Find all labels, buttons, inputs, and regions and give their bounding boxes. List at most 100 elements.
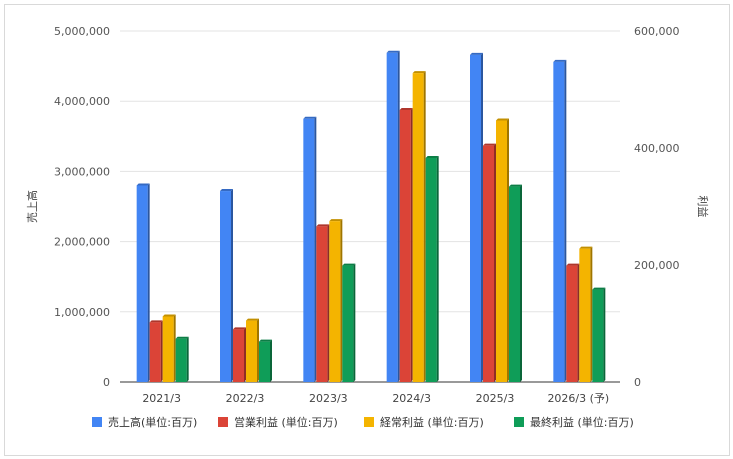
- x-tick-label: 2025/3: [476, 392, 515, 405]
- x-tick-label: 2021/3: [142, 392, 181, 405]
- y-left-tick-label: 1,000,000: [54, 306, 110, 319]
- y-left-tick-label: 5,000,000: [54, 25, 110, 38]
- bar-side: [423, 71, 426, 383]
- legend-swatch: [364, 417, 374, 427]
- bar-top: [483, 143, 496, 146]
- bar-side: [410, 107, 413, 382]
- bar-side: [397, 50, 400, 383]
- bar-top: [496, 118, 509, 121]
- bar-top: [175, 336, 189, 339]
- bar: [399, 109, 411, 382]
- bar: [470, 54, 481, 382]
- y-left-tick-label: 3,000,000: [54, 165, 110, 178]
- bar-side: [160, 320, 163, 382]
- y-left-tick-label: 0: [103, 376, 110, 389]
- bar: [259, 341, 270, 382]
- bar-side: [436, 155, 439, 382]
- bar-side: [507, 118, 509, 382]
- x-tick-label: 2022/3: [226, 392, 265, 405]
- bar-top: [342, 263, 356, 266]
- bar: [412, 73, 424, 383]
- bar-top: [399, 107, 413, 110]
- legend-label: 売上高(単位:百万): [108, 415, 197, 429]
- bar: [553, 61, 565, 382]
- bar: [136, 185, 148, 382]
- bar-side: [340, 219, 343, 382]
- bar-side: [520, 184, 522, 382]
- bar: [483, 145, 494, 382]
- bar-top: [425, 155, 439, 158]
- bar-top: [412, 71, 426, 74]
- bar: [220, 191, 231, 382]
- x-tick-label: 2026/3 (予): [547, 392, 609, 405]
- bar: [149, 322, 161, 382]
- bar-side: [353, 263, 356, 382]
- bar-top: [509, 184, 522, 187]
- x-tick-label: 2024/3: [392, 392, 431, 405]
- bar-side: [564, 59, 567, 382]
- legend-swatch: [92, 417, 102, 427]
- bar: [592, 289, 604, 382]
- bar-top: [470, 52, 483, 55]
- y-left-tick-label: 2,000,000: [54, 236, 110, 249]
- bar-top: [233, 327, 246, 330]
- y-right-tick-label: 0: [634, 376, 641, 389]
- bar-top: [592, 287, 606, 290]
- y-right-tick-label: 400,000: [634, 142, 680, 155]
- bar-side: [231, 189, 233, 382]
- chart-frame: [4, 4, 730, 456]
- y-right-tick-label: 200,000: [634, 259, 680, 272]
- y-right-tick-label: 600,000: [634, 25, 680, 38]
- bar: [303, 118, 315, 382]
- bar-side: [244, 327, 246, 382]
- bar-side: [494, 143, 496, 382]
- bar: [566, 265, 578, 382]
- bar-side: [147, 183, 150, 382]
- legend-label: 営業利益 (単位:百万): [234, 415, 338, 429]
- legend-label: 経常利益 (単位:百万): [380, 415, 484, 429]
- bar: [329, 221, 341, 382]
- x-tick-label: 2023/3: [309, 392, 348, 405]
- bar-top: [553, 59, 567, 62]
- bar-top: [162, 314, 176, 317]
- legend-label: 最終利益 (単位:百万): [530, 415, 634, 429]
- bar-top: [566, 263, 580, 266]
- bar: [233, 329, 244, 382]
- bar-side: [481, 52, 483, 382]
- bar: [579, 248, 591, 382]
- bar: [246, 320, 257, 382]
- bar: [162, 316, 174, 382]
- bar-side: [270, 339, 272, 382]
- bar-top: [316, 224, 330, 227]
- bar-side: [603, 287, 606, 382]
- bar-top: [329, 219, 343, 222]
- bar-top: [579, 246, 593, 249]
- bar: [342, 265, 354, 382]
- bar-side: [257, 318, 259, 382]
- y-left-tick-label: 4,000,000: [54, 95, 110, 108]
- bar-top: [303, 116, 317, 119]
- bar-top: [386, 50, 400, 53]
- bar-top: [149, 320, 163, 323]
- bar-side: [173, 314, 176, 382]
- bar: [496, 120, 507, 382]
- bar-side: [577, 263, 580, 382]
- bar-top: [136, 183, 150, 186]
- bar-side: [327, 224, 330, 382]
- legend-swatch: [514, 417, 524, 427]
- bar-side: [314, 116, 317, 382]
- bar-top: [220, 189, 233, 192]
- bar-top: [246, 318, 259, 321]
- bar: [175, 338, 187, 382]
- bar: [316, 226, 328, 382]
- bar: [386, 52, 398, 383]
- bar: [509, 186, 520, 382]
- bar-top: [259, 339, 272, 342]
- y-right-axis-title: 利益: [696, 196, 710, 218]
- bar-side: [186, 336, 189, 382]
- bar: [425, 157, 437, 382]
- legend-swatch: [218, 417, 228, 427]
- bar-side: [590, 246, 593, 382]
- y-left-axis-title: 売上高: [25, 190, 39, 223]
